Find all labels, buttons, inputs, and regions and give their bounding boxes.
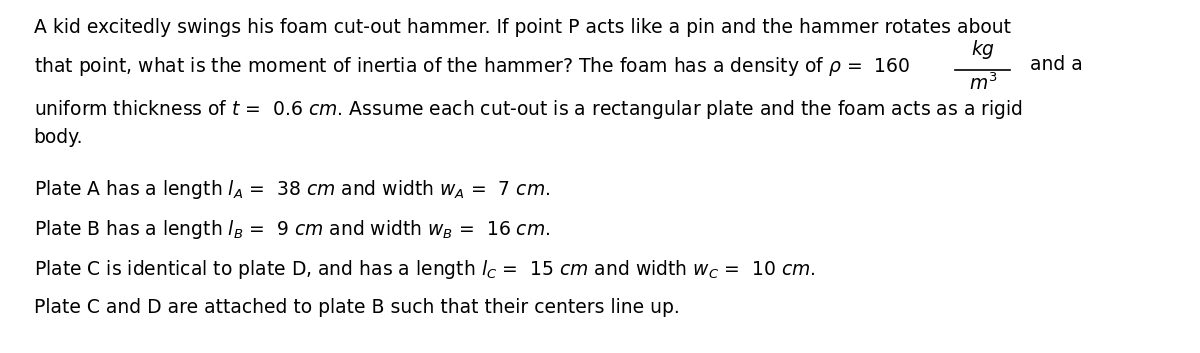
Text: and a: and a <box>1030 55 1082 74</box>
Text: uniform thickness of $t$ =  0.6 $cm$. Assume each cut-out is a rectangular plate: uniform thickness of $t$ = 0.6 $cm$. Ass… <box>34 98 1022 121</box>
Text: $m^3$: $m^3$ <box>968 72 997 94</box>
Text: Plate C is identical to plate D, and has a length $l_C$ =  15 $cm$ and width $w_: Plate C is identical to plate D, and has… <box>34 258 815 281</box>
Text: Plate A has a length $l_A$ =  38 $cm$ and width $w_A$ =  7 $cm$.: Plate A has a length $l_A$ = 38 $cm$ and… <box>34 178 550 201</box>
Text: that point, what is the moment of inertia of the hammer? The foam has a density : that point, what is the moment of inerti… <box>34 55 910 78</box>
Text: Plate C and D are attached to plate B such that their centers line up.: Plate C and D are attached to plate B su… <box>34 298 679 317</box>
Text: body.: body. <box>34 128 83 147</box>
Text: $kg$: $kg$ <box>971 38 995 61</box>
Text: Plate B has a length $l_B$ =  9 $cm$ and width $w_B$ =  16 $cm$.: Plate B has a length $l_B$ = 9 $cm$ and … <box>34 218 550 241</box>
Text: A kid excitedly swings his foam cut-out hammer. If point P acts like a pin and t: A kid excitedly swings his foam cut-out … <box>34 18 1010 37</box>
